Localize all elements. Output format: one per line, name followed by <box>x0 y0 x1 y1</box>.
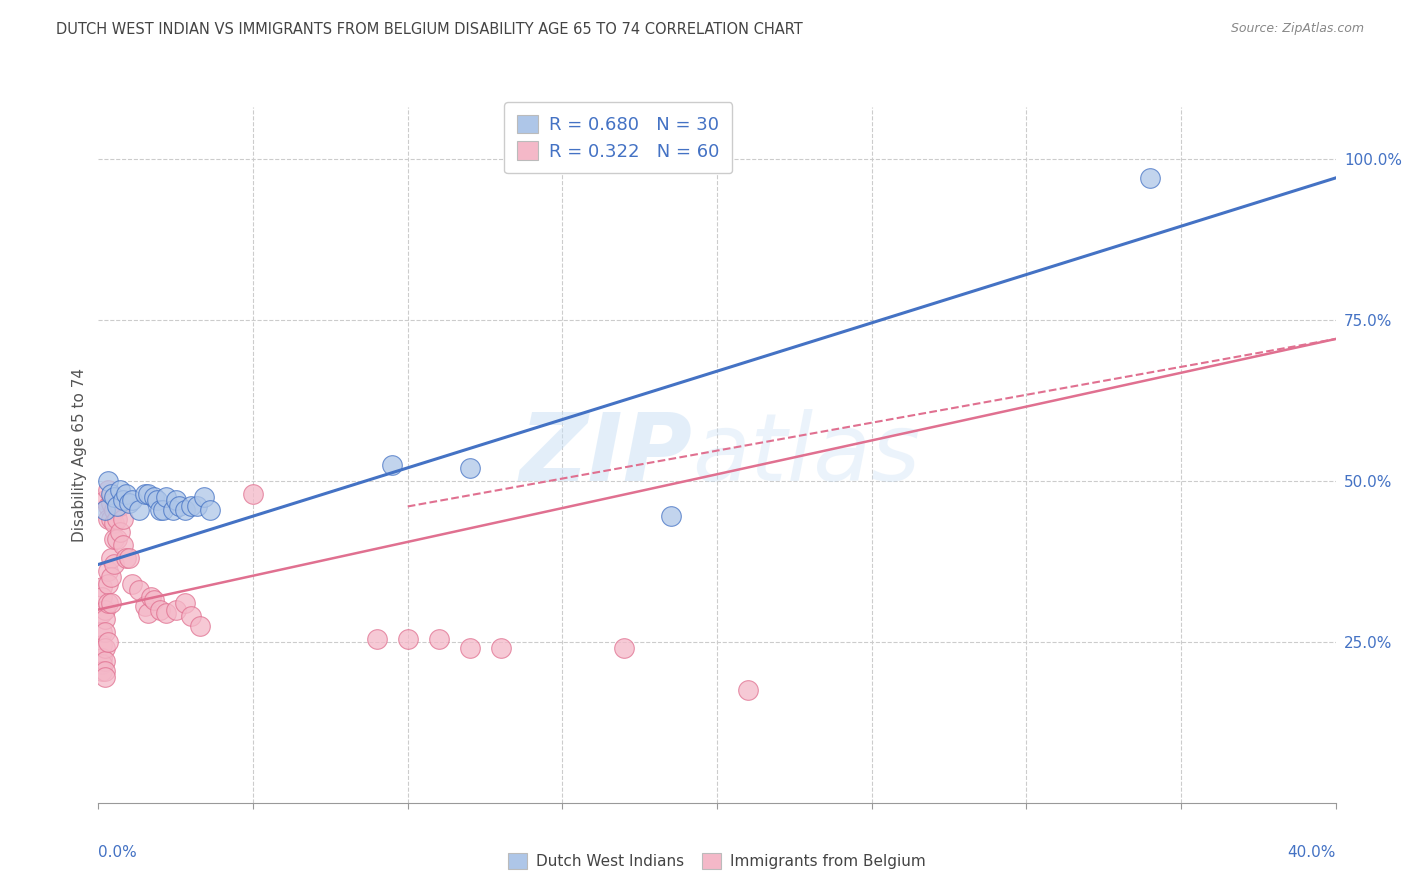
Legend: Dutch West Indians, Immigrants from Belgium: Dutch West Indians, Immigrants from Belg… <box>502 847 932 875</box>
Point <box>100 496 122 510</box>
Point <box>93 612 115 626</box>
Point <box>659 509 682 524</box>
Point <box>105 500 128 514</box>
Point <box>381 458 404 472</box>
Point <box>152 502 174 516</box>
Point <box>458 641 481 656</box>
Point <box>90 590 112 604</box>
Point <box>93 493 115 508</box>
Point <box>193 490 215 504</box>
Point <box>97 512 120 526</box>
Point <box>90 664 112 678</box>
Point <box>105 532 128 546</box>
Text: Source: ZipAtlas.com: Source: ZipAtlas.com <box>1230 22 1364 36</box>
Point <box>93 502 115 516</box>
Point <box>162 502 184 516</box>
Point <box>155 490 177 504</box>
Point <box>121 576 143 591</box>
Point <box>458 460 481 475</box>
Point <box>149 502 172 516</box>
Point <box>97 576 120 591</box>
Point <box>97 596 120 610</box>
Point <box>118 551 141 566</box>
Point <box>103 532 125 546</box>
Point <box>100 596 122 610</box>
Point <box>90 651 112 665</box>
Point <box>165 493 187 508</box>
Point <box>100 486 122 500</box>
Point <box>128 583 150 598</box>
Point <box>737 683 759 698</box>
Point <box>115 486 138 500</box>
Point <box>174 502 197 516</box>
Text: 0.0%: 0.0% <box>98 845 138 860</box>
Point <box>100 551 122 566</box>
Point <box>93 664 115 678</box>
Point <box>149 602 172 616</box>
Point <box>167 500 190 514</box>
Point <box>93 625 115 640</box>
Point <box>118 496 141 510</box>
Text: DUTCH WEST INDIAN VS IMMIGRANTS FROM BELGIUM DISABILITY AGE 65 TO 74 CORRELATION: DUTCH WEST INDIAN VS IMMIGRANTS FROM BEL… <box>56 22 803 37</box>
Point <box>198 502 221 516</box>
Point <box>103 516 125 530</box>
Point <box>134 486 156 500</box>
Point <box>90 580 112 594</box>
Point <box>90 638 112 652</box>
Point <box>103 558 125 572</box>
Point <box>396 632 419 646</box>
Point <box>112 512 135 526</box>
Point <box>134 599 156 614</box>
Point <box>90 625 112 640</box>
Point <box>489 641 512 656</box>
Point <box>103 502 125 516</box>
Point <box>180 500 202 514</box>
Point <box>90 657 112 672</box>
Point <box>121 493 143 508</box>
Point <box>97 500 120 514</box>
Point <box>97 634 120 648</box>
Point <box>93 602 115 616</box>
Point <box>100 512 122 526</box>
Point <box>1139 170 1161 185</box>
Point <box>100 570 122 584</box>
Point <box>143 490 166 504</box>
Point <box>613 641 636 656</box>
Text: ZIP: ZIP <box>519 409 692 501</box>
Text: 40.0%: 40.0% <box>1288 845 1336 860</box>
Point <box>93 641 115 656</box>
Point <box>115 551 138 566</box>
Point <box>93 670 115 684</box>
Y-axis label: Disability Age 65 to 74: Disability Age 65 to 74 <box>72 368 87 542</box>
Point <box>427 632 450 646</box>
Point <box>242 486 264 500</box>
Point <box>108 483 131 498</box>
Point <box>105 512 128 526</box>
Point <box>97 564 120 578</box>
Point <box>180 609 202 624</box>
Point <box>155 606 177 620</box>
Point <box>97 483 120 498</box>
Point <box>366 632 388 646</box>
Point <box>112 538 135 552</box>
Point <box>186 500 208 514</box>
Point <box>136 486 159 500</box>
Point <box>112 493 135 508</box>
Point <box>165 602 187 616</box>
Point <box>190 618 212 632</box>
Point <box>146 493 169 508</box>
Point <box>136 606 159 620</box>
Point <box>143 592 166 607</box>
Point <box>128 502 150 516</box>
Point <box>174 596 197 610</box>
Point <box>108 525 131 540</box>
Text: atlas: atlas <box>692 409 921 500</box>
Point <box>103 490 125 504</box>
Point <box>108 500 131 514</box>
Point <box>93 654 115 668</box>
Point <box>97 474 120 488</box>
Point <box>90 606 112 620</box>
Point <box>139 590 162 604</box>
